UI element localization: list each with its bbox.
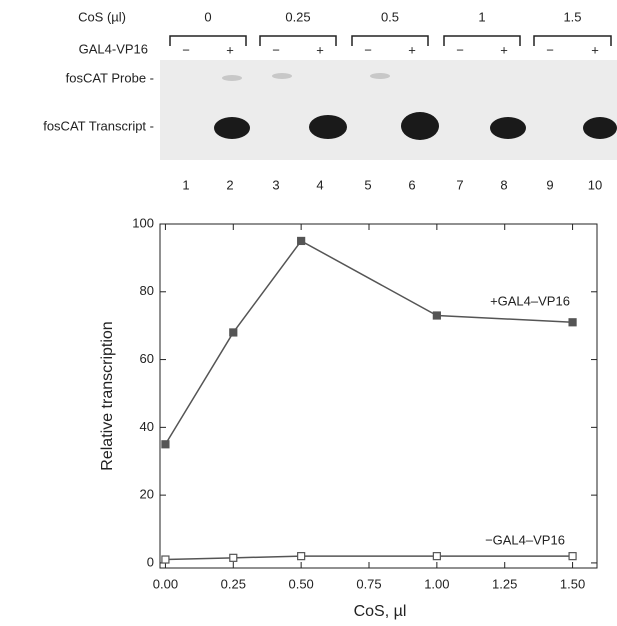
- cos-label: CoS (µl): [78, 9, 126, 24]
- series-label: −GAL4–VP16: [485, 532, 565, 547]
- data-point: [433, 312, 440, 319]
- series-label: +GAL4–VP16: [490, 293, 570, 308]
- lane-sign: −: [182, 42, 190, 57]
- lane-number: 8: [500, 177, 507, 192]
- x-tick-label: 0.75: [356, 576, 381, 591]
- x-axis-label: CoS, µl: [354, 603, 407, 620]
- lane-sign: +: [591, 42, 599, 57]
- lane-sign: +: [500, 42, 508, 57]
- y-tick-label: 40: [140, 419, 154, 434]
- lane-number: 4: [316, 177, 323, 192]
- lane-sign: +: [226, 42, 234, 57]
- lane-sign: +: [316, 42, 324, 57]
- x-tick-label: 0.50: [288, 576, 313, 591]
- plot-frame: [160, 224, 597, 568]
- x-tick-label: 1.25: [492, 576, 517, 591]
- lane-number: 10: [588, 177, 602, 192]
- gel-band: [214, 117, 250, 139]
- data-point: [230, 329, 237, 336]
- data-point: [162, 441, 169, 448]
- cos-amount: 1: [478, 9, 485, 24]
- transcript-label: fosCAT Transcript -: [43, 118, 154, 133]
- y-tick-label: 80: [140, 283, 154, 298]
- lane-number: 9: [546, 177, 553, 192]
- cos-amount: 1.5: [563, 9, 581, 24]
- x-tick-label: 1.50: [560, 576, 585, 591]
- lane-sign: −: [364, 42, 372, 57]
- figure: CoS (µl) GAL4-VP16 fosCAT Probe - fosCAT…: [0, 0, 617, 626]
- gel-band: [222, 75, 242, 81]
- data-point: [162, 556, 169, 563]
- data-point: [298, 237, 305, 244]
- y-tick-label: 100: [132, 215, 154, 230]
- x-tick-label: 0.00: [153, 576, 178, 591]
- x-tick-label: 1.00: [424, 576, 449, 591]
- lane-sign: −: [546, 42, 554, 57]
- cos-amount: 0.5: [381, 9, 399, 24]
- gel-band: [309, 115, 347, 139]
- data-point: [433, 553, 440, 560]
- series-line: [165, 556, 572, 559]
- lane-sign: −: [272, 42, 280, 57]
- x-tick-label: 0.25: [221, 576, 246, 591]
- data-point: [230, 554, 237, 561]
- y-axis-label: Relative transcription: [99, 321, 116, 470]
- gel-band: [490, 117, 526, 139]
- lane-sign: +: [408, 42, 416, 57]
- series-line: [165, 241, 572, 444]
- gel-band: [583, 117, 617, 139]
- activator-label: GAL4-VP16: [79, 41, 148, 56]
- lane-number: 2: [226, 177, 233, 192]
- y-tick-label: 0: [147, 554, 154, 569]
- gel-band: [401, 112, 439, 140]
- gel-band: [370, 73, 390, 79]
- data-point: [569, 553, 576, 560]
- lane-number: 5: [364, 177, 371, 192]
- data-point: [298, 553, 305, 560]
- lane-sign: −: [456, 42, 464, 57]
- lane-number: 1: [182, 177, 189, 192]
- cos-amount: 0: [204, 9, 211, 24]
- y-tick-label: 20: [140, 487, 154, 502]
- lane-number: 6: [408, 177, 415, 192]
- probe-label: fosCAT Probe -: [66, 70, 154, 85]
- y-tick-label: 60: [140, 351, 154, 366]
- lane-number: 3: [272, 177, 279, 192]
- cos-amount: 0.25: [285, 9, 310, 24]
- gel-band: [272, 73, 292, 79]
- lane-number: 7: [456, 177, 463, 192]
- data-point: [569, 319, 576, 326]
